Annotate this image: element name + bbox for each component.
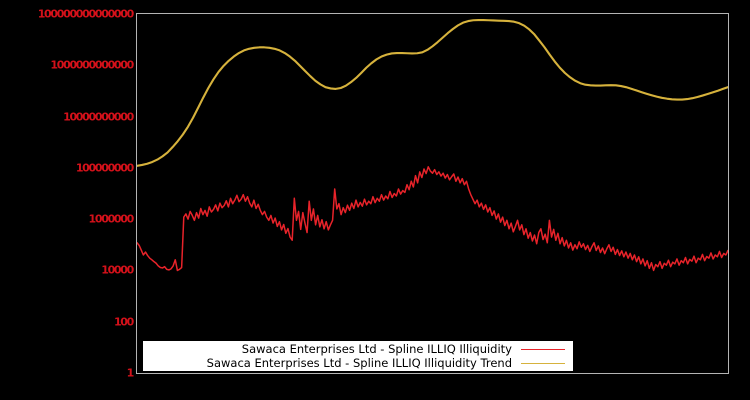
- series-line-illiquidity: [137, 166, 728, 272]
- y-axis-tick-10000000000: 10000000000: [63, 110, 134, 124]
- series-line-trend: [137, 19, 728, 167]
- y-axis-tick-labels: 100000000000000 1000000000000 10000000000 1…: [0, 0, 135, 400]
- legend-swatch-illiquidity: [521, 348, 565, 350]
- series-layer: [137, 19, 728, 272]
- legend-item-trend[interactable]: Sawaca Enterprises Ltd - Spline ILLIQ Il…: [143, 356, 573, 370]
- y-axis-tick-1000000: 1000000: [88, 212, 135, 226]
- legend-swatch-trend: [521, 362, 565, 364]
- legend-label-illiquidity: Sawaca Enterprises Ltd - Spline ILLIQ Il…: [241, 341, 512, 356]
- legend-label-trend: Sawaca Enterprises Ltd - Spline ILLIQ Il…: [206, 355, 512, 370]
- plot-area: [136, 13, 729, 374]
- y-axis-tick-100: 100: [113, 315, 134, 329]
- y-axis-tick-1000000000000: 1000000000000: [50, 58, 134, 72]
- plot-clip: [137, 14, 728, 373]
- y-axis-tick-100000000: 100000000: [75, 161, 134, 175]
- y-axis-tick-10000: 10000: [101, 263, 134, 277]
- y-axis-tick-100000000000000: 100000000000000: [37, 7, 135, 21]
- legend-item-illiquidity[interactable]: Sawaca Enterprises Ltd - Spline ILLIQ Il…: [143, 342, 573, 356]
- y-axis-tick-1: 1: [126, 366, 135, 380]
- chart-legend[interactable]: Sawaca Enterprises Ltd - Spline ILLIQ Il…: [143, 341, 573, 371]
